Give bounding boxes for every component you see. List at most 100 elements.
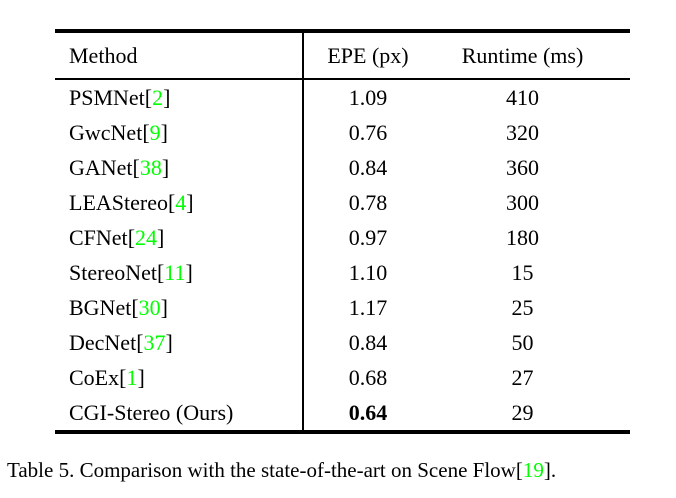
citation-link[interactable]: 4: [175, 189, 187, 215]
runtime-cell: 360: [433, 155, 630, 181]
epe-cell: 1.09: [303, 85, 433, 111]
epe-value: 0.84: [348, 154, 388, 180]
caption-cite-bracket-close: ]: [543, 458, 551, 482]
method-name: CoEx: [69, 364, 120, 390]
runtime-value: 29: [511, 399, 534, 425]
runtime-cell: 300: [433, 190, 630, 216]
table-header-row: Method EPE (px) Runtime (ms): [55, 33, 630, 80]
epe-value: 0.64: [348, 399, 388, 425]
runtime-value: 25: [511, 294, 534, 320]
citation-link[interactable]: 9: [149, 119, 161, 145]
runtime-cell: 25: [433, 295, 630, 321]
method-cell: BGNet[30]: [55, 295, 303, 321]
table-row: CGI-Stereo (Ours) 0.64 29: [55, 395, 630, 430]
caption-text: Table 5. Comparison with the state-of-th…: [7, 458, 516, 482]
runtime-value: 27: [511, 364, 534, 390]
method-cell: GwcNet[9]: [55, 120, 303, 146]
runtime-value: 360: [506, 154, 539, 180]
cite-bracket-open: [: [131, 294, 139, 320]
method-name: GwcNet: [69, 119, 143, 145]
method-name: LEAStereo: [69, 189, 168, 215]
epe-cell: 0.76: [303, 120, 433, 146]
cite-bracket-close: ]: [161, 154, 170, 180]
epe-cell: 0.68: [303, 365, 433, 391]
method-cell: LEAStereo[4]: [55, 190, 303, 216]
method-name: CGI-Stereo (Ours): [69, 399, 234, 425]
cite-bracket-open: [: [142, 119, 150, 145]
epe-cell: 0.64: [303, 400, 433, 426]
runtime-cell: 50: [433, 330, 630, 356]
method-name: DecNet: [69, 329, 137, 355]
cite-bracket-close: ]: [160, 119, 168, 145]
method-cell: GANet[38]: [55, 155, 303, 181]
caption-cite-bracket-open: [: [515, 458, 523, 482]
runtime-cell: 320: [433, 120, 630, 146]
column-divider-rule: [302, 33, 304, 430]
epe-cell: 0.84: [303, 155, 433, 181]
cite-bracket-open: [: [156, 259, 165, 285]
table-row: PSMNet[2] 1.09 410: [55, 80, 630, 115]
cite-bracket-open: [: [144, 84, 153, 110]
cite-bracket-close: ]: [186, 189, 194, 215]
method-cell: CGI-Stereo (Ours): [55, 400, 303, 426]
method-cell: CoEx[1]: [55, 365, 303, 391]
runtime-cell: 180: [433, 225, 630, 251]
epe-value: 1.10: [348, 259, 388, 285]
cite-bracket-open: [: [167, 189, 176, 215]
citation-link[interactable]: 11: [164, 259, 186, 285]
table-caption: Table 5. Comparison with the state-of-th…: [7, 458, 672, 483]
epe-value: 0.97: [348, 224, 388, 250]
runtime-cell: 410: [433, 85, 630, 111]
runtime-cell: 27: [433, 365, 630, 391]
runtime-cell: 29: [433, 400, 630, 426]
column-header-epe: EPE (px): [327, 42, 409, 68]
runtime-value: 320: [506, 119, 539, 145]
epe-cell: 1.17: [303, 295, 433, 321]
method-cell: CFNet[24]: [55, 225, 303, 251]
table-row: LEAStereo[4] 0.78 300: [55, 185, 630, 220]
cite-bracket-open: [: [119, 364, 127, 390]
citation-link[interactable]: 24: [135, 224, 158, 250]
table-rows: PSMNet[2] 1.09 410 GwcNet[9] 0.76 320 GANet[38…: [55, 80, 630, 430]
runtime-cell: 15: [433, 260, 630, 286]
epe-cell: 0.78: [303, 190, 433, 216]
cite-bracket-open: [: [127, 224, 136, 250]
epe-value: 0.78: [348, 189, 388, 215]
table-row: GwcNet[9] 0.76 320: [55, 115, 630, 150]
table-row: CoEx[1] 0.68 27: [55, 360, 630, 395]
comparison-table: Method EPE (px) Runtime (ms) PSMNet[2] 1.…: [55, 29, 630, 434]
citation-link[interactable]: 1: [126, 364, 138, 390]
method-name: CFNet: [69, 224, 128, 250]
method-name: PSMNet: [69, 84, 145, 110]
method-cell: StereoNet[11]: [55, 260, 303, 286]
runtime-value: 15: [511, 259, 534, 285]
method-cell: PSMNet[2]: [55, 85, 303, 111]
citation-link[interactable]: 38: [139, 154, 162, 180]
table-row: DecNet[37] 0.84 50: [55, 325, 630, 360]
citation-link[interactable]: 19: [522, 458, 544, 482]
cite-bracket-open: [: [136, 329, 144, 355]
cite-bracket-close: ]: [163, 84, 171, 110]
column-header-runtime: Runtime (ms): [461, 42, 584, 68]
citation-link[interactable]: 2: [152, 84, 164, 110]
epe-value: 1.09: [348, 84, 388, 110]
runtime-value: 50: [511, 329, 534, 355]
epe-value: 0.68: [348, 364, 388, 390]
method-name: GANet: [69, 154, 133, 180]
epe-cell: 1.10: [303, 260, 433, 286]
method-cell: DecNet[37]: [55, 330, 303, 356]
epe-value: 1.17: [348, 294, 388, 320]
citation-link[interactable]: 30: [138, 294, 161, 320]
citation-link[interactable]: 37: [143, 329, 166, 355]
table-row: CFNet[24] 0.97 180: [55, 220, 630, 255]
cite-bracket-close: ]: [165, 329, 173, 355]
caption-period: .: [550, 458, 557, 482]
cite-bracket-close: ]: [157, 224, 165, 250]
epe-value: 0.84: [348, 329, 388, 355]
method-name: StereoNet: [69, 259, 157, 285]
epe-cell: 0.84: [303, 330, 433, 356]
runtime-value: 180: [506, 224, 539, 250]
cite-bracket-close: ]: [160, 294, 168, 320]
cite-bracket-open: [: [132, 154, 140, 180]
